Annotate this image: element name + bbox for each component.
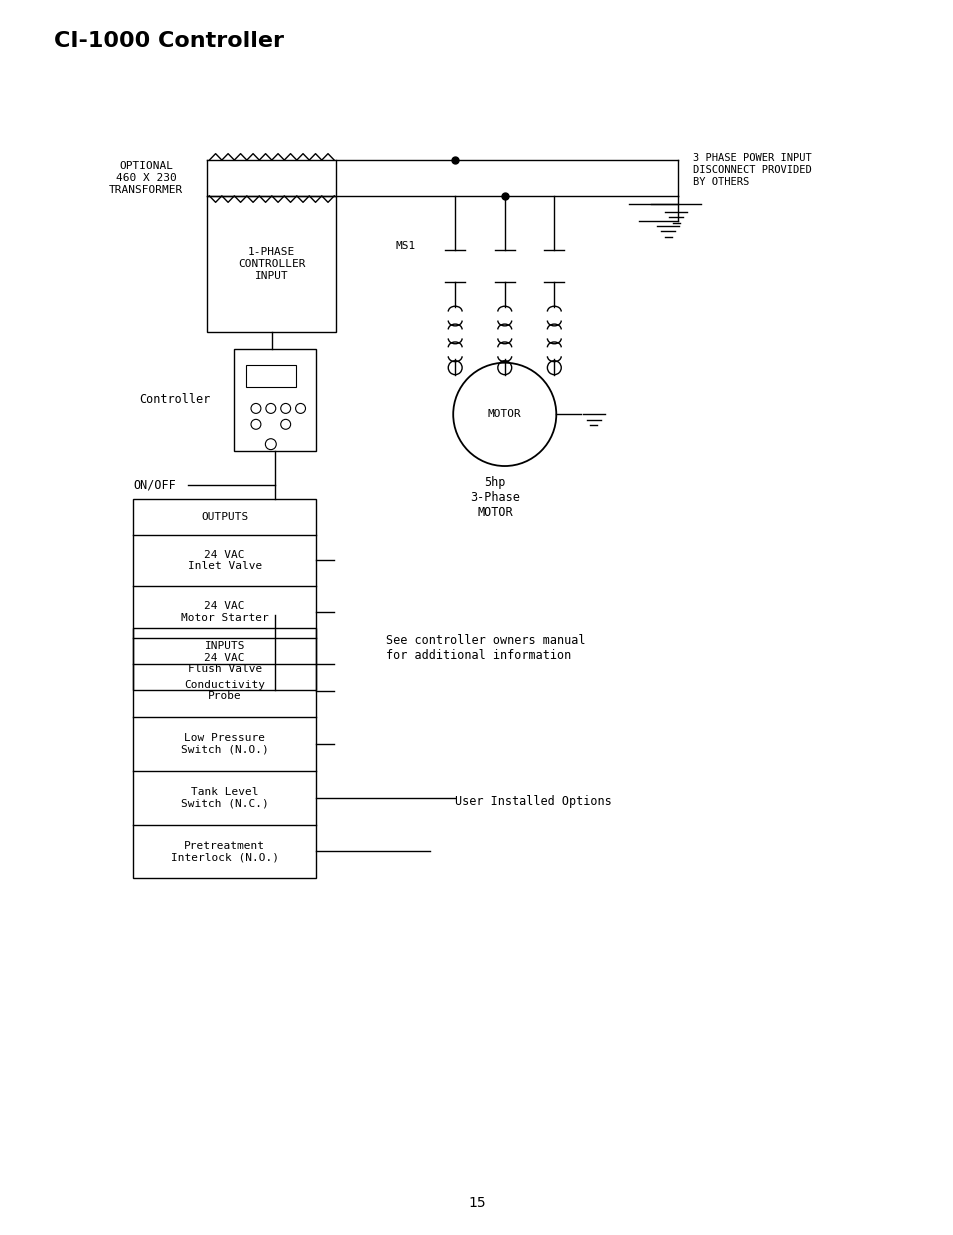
Bar xyxy=(132,499,316,689)
Text: 24 VAC
Inlet Valve: 24 VAC Inlet Valve xyxy=(188,550,261,572)
Text: 24 VAC
Motor Starter: 24 VAC Motor Starter xyxy=(181,601,269,622)
Text: 24 VAC
Flush Valve: 24 VAC Flush Valve xyxy=(188,653,261,674)
Bar xyxy=(246,364,295,387)
Text: 3 PHASE POWER INPUT
DISCONNECT PROVIDED
BY OTHERS: 3 PHASE POWER INPUT DISCONNECT PROVIDED … xyxy=(693,153,811,186)
Text: Controller: Controller xyxy=(139,394,210,406)
Text: 15: 15 xyxy=(468,1195,485,1210)
Text: See controller owners manual
for additional information: See controller owners manual for additio… xyxy=(385,634,585,662)
Text: MOTOR: MOTOR xyxy=(487,409,521,420)
Text: OUTPUTS: OUTPUTS xyxy=(201,511,248,521)
Bar xyxy=(132,627,316,878)
Bar xyxy=(233,348,316,451)
Text: 1-PHASE
CONTROLLER
INPUT: 1-PHASE CONTROLLER INPUT xyxy=(238,247,305,280)
Text: MS1: MS1 xyxy=(395,241,416,251)
Text: CI-1000 Controller: CI-1000 Controller xyxy=(53,31,283,51)
Text: INPUTS: INPUTS xyxy=(204,641,245,651)
Text: Tank Level
Switch (N.C.): Tank Level Switch (N.C.) xyxy=(181,787,269,809)
Text: 5hp
3-Phase
MOTOR: 5hp 3-Phase MOTOR xyxy=(470,475,519,519)
Text: OPTIONAL
460 X 230
TRANSFORMER: OPTIONAL 460 X 230 TRANSFORMER xyxy=(109,162,183,195)
Text: Low Pressure
Switch (N.O.): Low Pressure Switch (N.O.) xyxy=(181,734,269,755)
Text: User Installed Options: User Installed Options xyxy=(455,795,611,808)
Text: ON/OFF: ON/OFF xyxy=(132,478,175,492)
Bar xyxy=(207,196,335,332)
Text: Conductivity
Probe: Conductivity Probe xyxy=(184,679,265,701)
Text: Pretreatment
Interlock (N.O.): Pretreatment Interlock (N.O.) xyxy=(171,841,278,862)
